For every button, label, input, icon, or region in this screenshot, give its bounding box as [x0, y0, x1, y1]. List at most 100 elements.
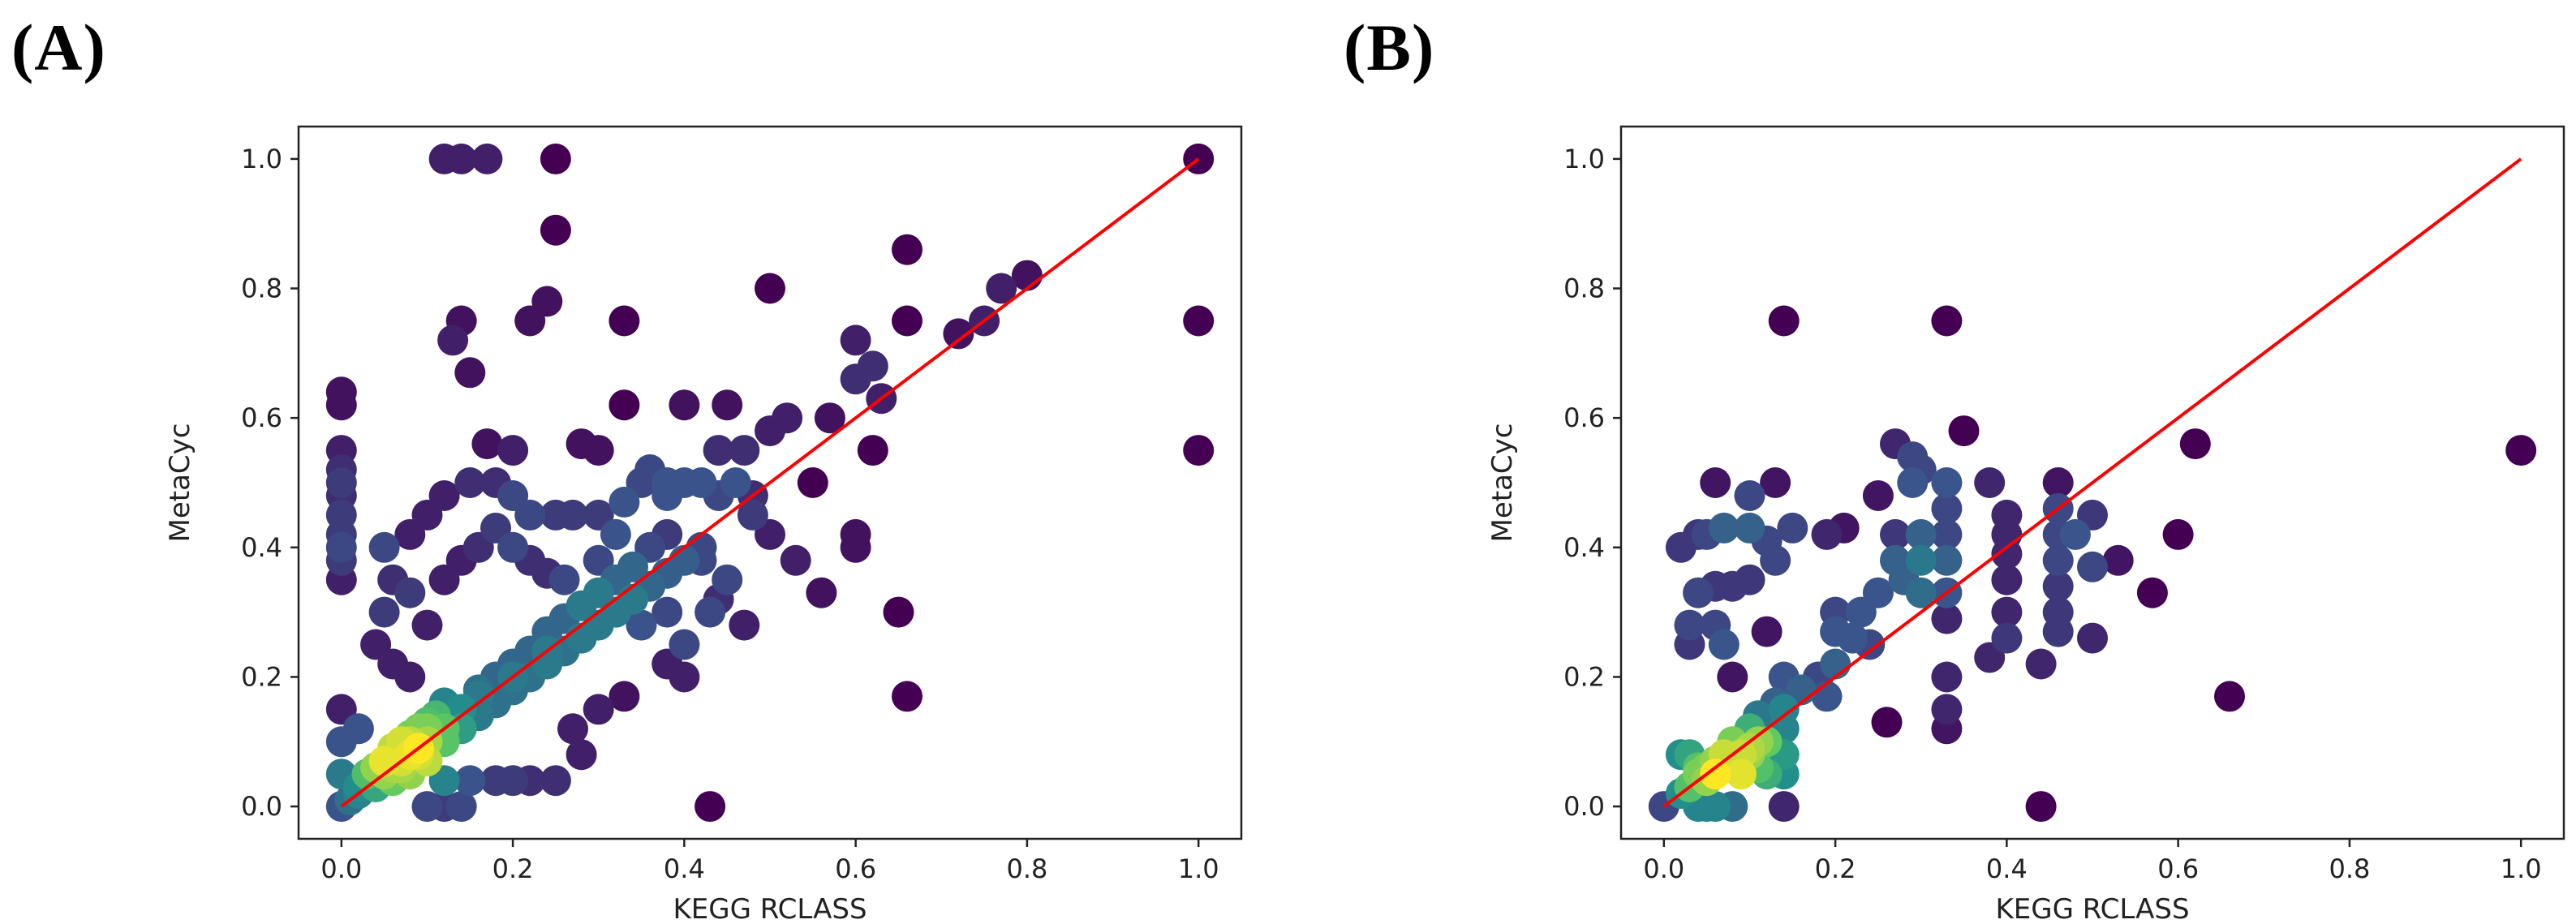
y-tick-label: 0.2	[1563, 661, 1605, 692]
data-point	[652, 596, 683, 628]
data-point	[2025, 648, 2057, 680]
data-point	[471, 143, 503, 174]
x-tick-label: 0.8	[1006, 853, 1047, 884]
data-point	[1905, 577, 1937, 608]
data-point	[1183, 435, 1215, 466]
data-point	[1905, 544, 1937, 576]
panel-label-b: (B)	[1344, 11, 1435, 84]
data-point	[471, 428, 503, 460]
data-point	[531, 648, 563, 680]
data-point	[609, 305, 640, 337]
data-point	[514, 305, 546, 337]
data-point	[437, 324, 469, 356]
data-point	[368, 746, 400, 777]
data-point	[669, 661, 700, 693]
chart-panel-b: 0.0 0.2 0.4 0.6 0.8 1.0 0.0 0.2 0.4 0.6 0.8 1.0 KEGG…	[1486, 125, 2565, 924]
data-point	[986, 273, 1017, 304]
data-point	[480, 765, 511, 797]
chart-panel-a: 0.0 0.2 0.4 0.6 0.8 1.0 0.0 0.2 0.4 0.6 0.8 1.0 KEGG…	[164, 125, 1243, 924]
data-point	[1991, 564, 2023, 595]
data-point	[1871, 707, 1903, 738]
data-point	[695, 791, 726, 823]
data-point	[2214, 681, 2245, 712]
y-tick-label: 0.6	[241, 402, 282, 433]
data-point	[1811, 681, 1843, 712]
x-tick-label: 0.6	[835, 853, 876, 884]
data-point	[1768, 791, 1800, 823]
panel-label-a: (A)	[11, 11, 106, 84]
data-point	[1931, 467, 1963, 498]
data-point	[797, 467, 828, 498]
data-point	[445, 791, 477, 823]
data-point	[806, 577, 837, 608]
data-point	[703, 435, 734, 466]
data-point	[2042, 467, 2074, 498]
y-axis-label: MetaCyc	[164, 423, 196, 543]
data-point	[892, 681, 922, 712]
data-point	[2059, 518, 2091, 550]
y-tick-label: 0.2	[241, 661, 282, 692]
y-tick-label: 0.8	[241, 273, 282, 304]
x-tick-label: 0.6	[2157, 853, 2199, 884]
data-point	[557, 713, 588, 745]
data-point	[1183, 143, 1215, 174]
data-point	[445, 143, 477, 174]
data-point	[857, 435, 888, 466]
data-point	[609, 389, 640, 421]
data-point	[1751, 616, 1783, 647]
data-point	[755, 415, 785, 447]
data-point	[600, 518, 631, 550]
data-point	[548, 564, 580, 595]
y-tick-label: 0.4	[241, 532, 282, 563]
data-point	[2505, 435, 2537, 466]
data-point	[1700, 759, 1731, 790]
data-point	[729, 609, 760, 641]
data-point	[840, 531, 871, 563]
y-tick-label: 0.0	[1563, 791, 1605, 822]
data-point	[669, 389, 700, 421]
reference-line	[1662, 157, 2522, 808]
data-point	[2042, 570, 2074, 602]
x-tick-label: 0.8	[2329, 853, 2370, 884]
data-point	[411, 609, 443, 641]
data-point	[840, 324, 871, 356]
data-point	[755, 273, 785, 304]
data-point	[1931, 694, 1963, 725]
data-point	[892, 234, 922, 265]
y-tick-label: 0.0	[241, 791, 282, 822]
data-point	[1811, 518, 1843, 550]
x-axis-label: KEGG RCLASS	[673, 893, 867, 924]
data-point	[720, 467, 751, 498]
y-tick-label: 0.4	[1563, 532, 1605, 563]
plot-frame	[1619, 125, 2565, 840]
data-point	[1674, 609, 1705, 641]
data-point	[1820, 648, 1851, 680]
data-point	[1725, 759, 1757, 790]
data-point	[2077, 622, 2108, 654]
data-point	[1768, 305, 1800, 337]
data-point	[1183, 305, 1215, 337]
data-point	[669, 629, 700, 660]
x-tick-label: 1.0	[2501, 853, 2542, 884]
data-point	[1837, 622, 1869, 654]
data-point	[325, 389, 357, 421]
data-point	[2136, 577, 2168, 608]
data-point	[411, 791, 443, 823]
data-point	[497, 531, 529, 563]
data-point	[2179, 428, 2211, 460]
data-point	[1931, 492, 1963, 524]
data-point	[1683, 577, 1714, 608]
data-point	[617, 583, 648, 615]
data-point	[2162, 518, 2194, 550]
data-point	[1760, 467, 1791, 498]
data-point	[540, 765, 571, 797]
data-point	[737, 499, 768, 531]
data-point	[883, 596, 914, 628]
data-point	[1991, 596, 2023, 628]
data-point	[325, 726, 357, 758]
data-point	[325, 467, 357, 498]
y-axis-label: MetaCyc	[1486, 423, 1519, 543]
data-point	[1931, 305, 1963, 337]
data-point	[1777, 512, 1808, 544]
data-point	[1845, 596, 1877, 628]
